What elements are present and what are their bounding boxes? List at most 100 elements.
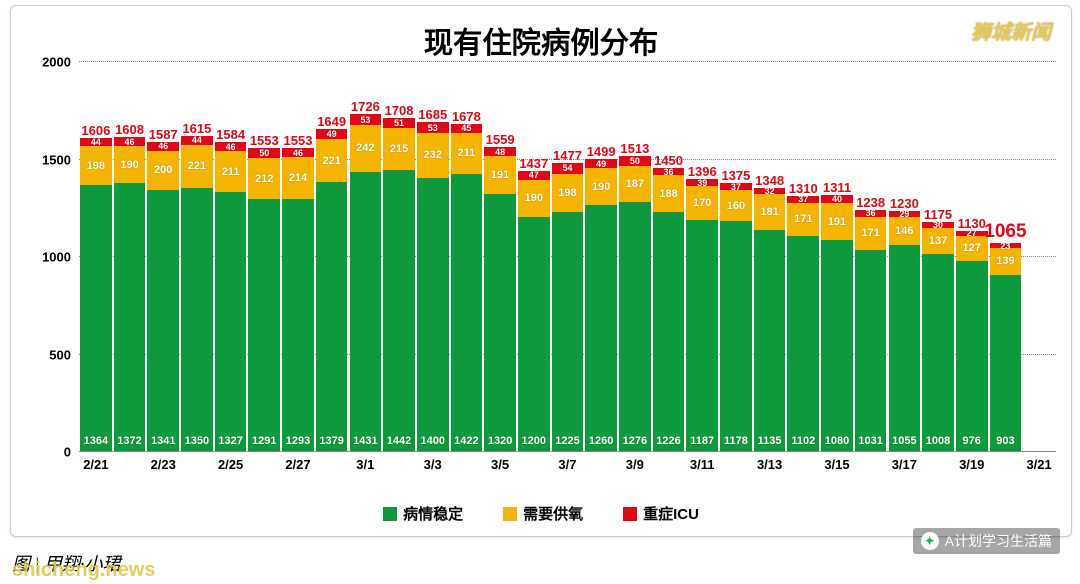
x-axis-label: 2/27 <box>285 457 310 472</box>
total-label: 1437 <box>519 156 548 171</box>
total-label: 1238 <box>856 195 885 210</box>
legend-label: 重症ICU <box>643 503 699 524</box>
bar-slot: 1226188361450 <box>652 168 686 451</box>
segment-value: 53 <box>428 123 438 133</box>
segment-value: 214 <box>289 172 307 184</box>
total-label: 1553 <box>250 133 279 148</box>
segment-value: 221 <box>188 160 206 172</box>
bar-segment: 200 <box>147 151 179 190</box>
segment-value: 36 <box>866 208 876 218</box>
segment-value: 200 <box>154 164 172 176</box>
stacked-bar: 1341200461587 <box>147 142 179 451</box>
bar-segment: 171 <box>855 217 887 250</box>
bar-segment: 139 <box>990 248 1022 275</box>
segment-value: 51 <box>394 118 404 128</box>
bar-segment: 1442 <box>383 170 415 451</box>
bar-segment: 30 <box>922 222 954 228</box>
total-label: 1310 <box>789 181 818 196</box>
bar-segment: 53 <box>350 114 382 124</box>
bar-slot: 10801914013113/15 <box>820 195 854 451</box>
stacked-bar: 1364198441606 <box>80 138 112 451</box>
total-label: 1477 <box>553 148 582 163</box>
stacked-bar: 1327211461584 <box>215 142 247 451</box>
bar-segment: 903 <box>990 275 1022 451</box>
bar-segment: 160 <box>720 190 752 221</box>
bar-segment: 37 <box>787 196 819 203</box>
bar-segment: 146 <box>889 217 921 245</box>
bar-slot: 1200190471437 <box>517 171 551 451</box>
bar-segment: 29 <box>889 211 921 217</box>
segment-value: 1080 <box>821 435 853 447</box>
bar-segment: 23 <box>990 243 1022 247</box>
bar-slot: 1291212501553 <box>247 148 281 451</box>
bar-slot: 1379221491649 <box>315 129 349 451</box>
stacked-bar: 1187170391396 <box>686 179 718 451</box>
stacked-bar: 1431242531726 <box>350 114 382 451</box>
total-label: 1375 <box>721 168 750 183</box>
wechat-label: A计划学习生活篇 <box>945 531 1052 551</box>
segment-value: 39 <box>697 178 707 188</box>
segment-value: 1102 <box>787 435 819 447</box>
segment-value: 1327 <box>215 435 247 447</box>
chart-card: 现有住院病例分布 狮城新闻 05001000150020001364198441… <box>10 5 1072 537</box>
segment-value: 190 <box>120 159 138 171</box>
bar-segment: 1422 <box>451 174 483 451</box>
total-label: 1553 <box>284 133 313 148</box>
bar-segment: 1400 <box>417 178 449 451</box>
segment-value: 1226 <box>653 435 685 447</box>
segment-value: 198 <box>87 160 105 172</box>
total-label: 1396 <box>688 164 717 179</box>
stacked-bar: 1102171371310 <box>787 196 819 451</box>
segment-value: 137 <box>929 235 947 247</box>
stacked-bar: 1260190491499 <box>585 159 617 451</box>
bar-segment: 127 <box>956 236 988 261</box>
segment-value: 37 <box>731 182 741 192</box>
bar-segment: 1008 <box>922 254 954 451</box>
segment-value: 1431 <box>350 435 382 447</box>
bar-segment: 50 <box>619 156 651 166</box>
segment-value: 190 <box>525 192 543 204</box>
segment-value: 44 <box>192 135 202 145</box>
bar-segment: 46 <box>114 137 146 146</box>
segment-value: 48 <box>495 147 505 157</box>
bar-segment: 188 <box>653 175 685 212</box>
bar-segment: 242 <box>350 125 382 172</box>
stacked-bar: 1293214461553 <box>282 148 314 451</box>
total-label: 1678 <box>452 109 481 124</box>
stacked-bar: 1291212501553 <box>248 148 280 451</box>
stacked-bar: 1178160371375 <box>720 183 752 451</box>
bars-container: 13641984416062/2113721904616081341200461… <box>79 61 1056 451</box>
bar-slot: 12761875015133/9 <box>618 156 652 451</box>
segment-value: 1293 <box>282 435 314 447</box>
wechat-tag: ✦ A计划学习生活篇 <box>913 528 1060 554</box>
bar-segment: 221 <box>181 145 213 188</box>
bar-slot: 13412004615872/23 <box>146 142 180 451</box>
bar-segment: 1135 <box>754 230 786 451</box>
bar-segment: 1225 <box>552 212 584 451</box>
segment-value: 46 <box>125 137 135 147</box>
segment-value: 1225 <box>552 435 584 447</box>
bar-segment: 191 <box>821 203 853 240</box>
segment-value: 171 <box>861 227 879 239</box>
segment-value: 49 <box>596 159 606 169</box>
bar-segment: 1178 <box>720 221 752 451</box>
total-label: 1608 <box>115 122 144 137</box>
x-axis-label: 2/23 <box>151 457 176 472</box>
stacked-bar: 1320191481559 <box>484 147 516 451</box>
segment-value: 49 <box>327 129 337 139</box>
y-axis-label: 500 <box>49 347 79 362</box>
segment-value: 46 <box>158 141 168 151</box>
bar-segment: 1379 <box>316 182 348 451</box>
bar-segment: 1200 <box>518 217 550 451</box>
bar-segment: 187 <box>619 166 651 202</box>
stacked-bar: 1135181321348 <box>754 188 786 451</box>
segment-value: 181 <box>760 206 778 218</box>
x-axis-label: 2/25 <box>218 457 243 472</box>
total-label: 1649 <box>317 114 346 129</box>
x-axis-label: 3/13 <box>757 457 782 472</box>
total-label: 1726 <box>351 99 380 114</box>
bar-segment: 1372 <box>114 183 146 451</box>
bar-segment: 1276 <box>619 202 651 451</box>
plot-area: 050010001500200013641984416062/211372190… <box>79 61 1056 451</box>
segment-value: 171 <box>794 213 812 225</box>
